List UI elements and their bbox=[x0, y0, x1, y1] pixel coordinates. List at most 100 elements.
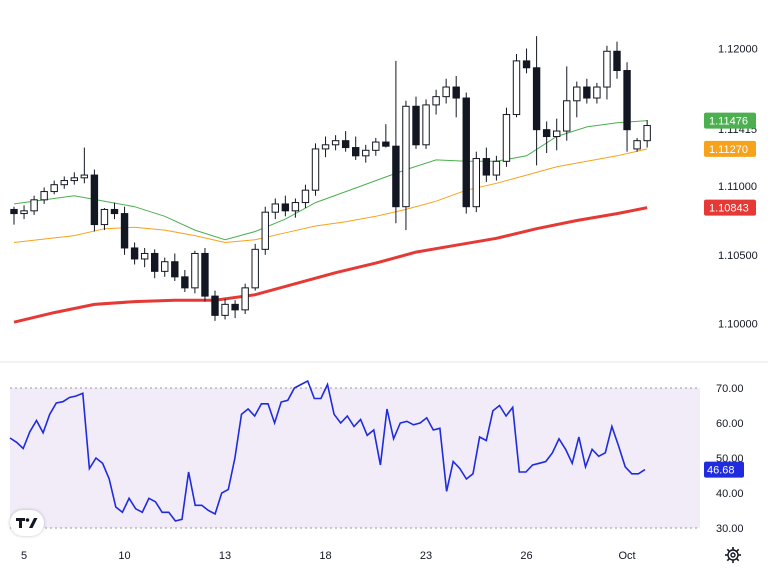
rsi-line bbox=[9, 379, 646, 522]
candle bbox=[462, 92, 470, 214]
candlestick-series bbox=[10, 36, 651, 321]
candle bbox=[201, 247, 209, 302]
candle bbox=[432, 89, 440, 115]
candle bbox=[140, 247, 149, 268]
candle bbox=[542, 121, 551, 154]
svg-text:1.11270: 1.11270 bbox=[709, 144, 748, 156]
candle bbox=[311, 143, 320, 196]
candle bbox=[291, 198, 300, 218]
candle bbox=[100, 208, 109, 231]
price-tick-label: 1.11000 bbox=[718, 181, 757, 193]
price-tick-label: 1.12000 bbox=[718, 44, 758, 56]
candle bbox=[171, 253, 179, 281]
date-tick-label: 18 bbox=[319, 550, 331, 562]
date-tick-label: 5 bbox=[21, 550, 27, 562]
candle bbox=[452, 76, 460, 118]
candle bbox=[512, 54, 521, 118]
rsi-tick-label: 40.00 bbox=[716, 488, 744, 500]
candle bbox=[211, 290, 219, 321]
rsi-tick-label: 30.00 bbox=[716, 523, 744, 535]
candle bbox=[362, 144, 370, 163]
candle bbox=[221, 298, 229, 320]
candle bbox=[593, 82, 601, 104]
price-tag: 1.11270 bbox=[704, 140, 756, 157]
candle bbox=[583, 78, 591, 104]
candle bbox=[613, 41, 621, 79]
candle bbox=[191, 250, 199, 294]
price-tick-label: 1.10000 bbox=[718, 319, 758, 331]
rsi-series bbox=[9, 379, 646, 522]
candle bbox=[301, 184, 310, 209]
moving-average-line-3 bbox=[13, 206, 648, 324]
candle bbox=[633, 137, 641, 152]
candle bbox=[50, 180, 58, 195]
tradingview-logo-icon[interactable] bbox=[10, 510, 44, 536]
date-tick-label: 26 bbox=[520, 550, 532, 562]
price-tag: 1.11476 bbox=[704, 112, 756, 129]
candle bbox=[482, 147, 491, 182]
candle bbox=[522, 48, 531, 74]
svg-text:46.68: 46.68 bbox=[707, 465, 735, 477]
candle bbox=[321, 136, 330, 158]
rsi-pane-band bbox=[10, 388, 700, 528]
candle bbox=[392, 60, 400, 224]
price-pane-bg bbox=[0, 0, 700, 362]
candle bbox=[281, 195, 290, 217]
candle bbox=[110, 202, 119, 220]
candle bbox=[161, 257, 169, 277]
last-value-tags: 1.11476 1.11270 1.10843 46.68 bbox=[704, 112, 756, 478]
candle bbox=[573, 81, 581, 118]
candle bbox=[341, 131, 350, 152]
candle bbox=[331, 135, 340, 151]
candle bbox=[70, 172, 78, 185]
candle bbox=[563, 66, 571, 141]
candle bbox=[241, 283, 249, 314]
svg-text:1.11476: 1.11476 bbox=[709, 116, 748, 128]
rsi-tick-label: 70.00 bbox=[716, 383, 744, 395]
candle bbox=[402, 100, 410, 231]
candle bbox=[492, 155, 501, 181]
candle bbox=[532, 36, 541, 166]
date-x-axis: 5 10 13 18 23 26 Oct bbox=[21, 550, 636, 562]
candle bbox=[623, 62, 631, 152]
rsi-tick-label: 60.00 bbox=[716, 418, 744, 430]
candle bbox=[422, 99, 430, 149]
candle bbox=[130, 242, 139, 265]
candle bbox=[553, 118, 561, 151]
candle bbox=[30, 195, 38, 215]
candle bbox=[372, 137, 380, 156]
candle bbox=[643, 120, 651, 148]
price-tick-label: 1.10500 bbox=[718, 250, 758, 262]
candle bbox=[151, 249, 159, 279]
candle bbox=[60, 176, 68, 189]
rsi-value-tag: 46.68 bbox=[704, 461, 744, 478]
candle bbox=[412, 96, 420, 149]
price-tag: 1.10843 bbox=[704, 199, 756, 216]
candle bbox=[442, 78, 450, 104]
date-tick-label: 13 bbox=[219, 550, 231, 562]
date-tick-label: Oct bbox=[618, 550, 635, 562]
candle bbox=[352, 136, 360, 160]
candle bbox=[271, 198, 280, 220]
candle bbox=[231, 300, 239, 319]
candle bbox=[181, 269, 189, 292]
moving-average-line-2 bbox=[13, 148, 648, 244]
candle bbox=[20, 205, 28, 220]
candle bbox=[502, 107, 511, 167]
candle bbox=[120, 206, 129, 255]
candle bbox=[80, 147, 89, 184]
date-tick-label: 23 bbox=[420, 550, 432, 562]
candle bbox=[251, 243, 259, 291]
candle bbox=[261, 206, 269, 255]
candle bbox=[40, 187, 48, 204]
candle bbox=[90, 169, 99, 232]
date-tick-label: 10 bbox=[118, 550, 130, 562]
candle bbox=[382, 124, 390, 148]
gear-icon[interactable] bbox=[724, 546, 742, 564]
svg-text:1.10843: 1.10843 bbox=[709, 203, 749, 215]
candle bbox=[472, 151, 481, 213]
candle bbox=[10, 206, 18, 225]
